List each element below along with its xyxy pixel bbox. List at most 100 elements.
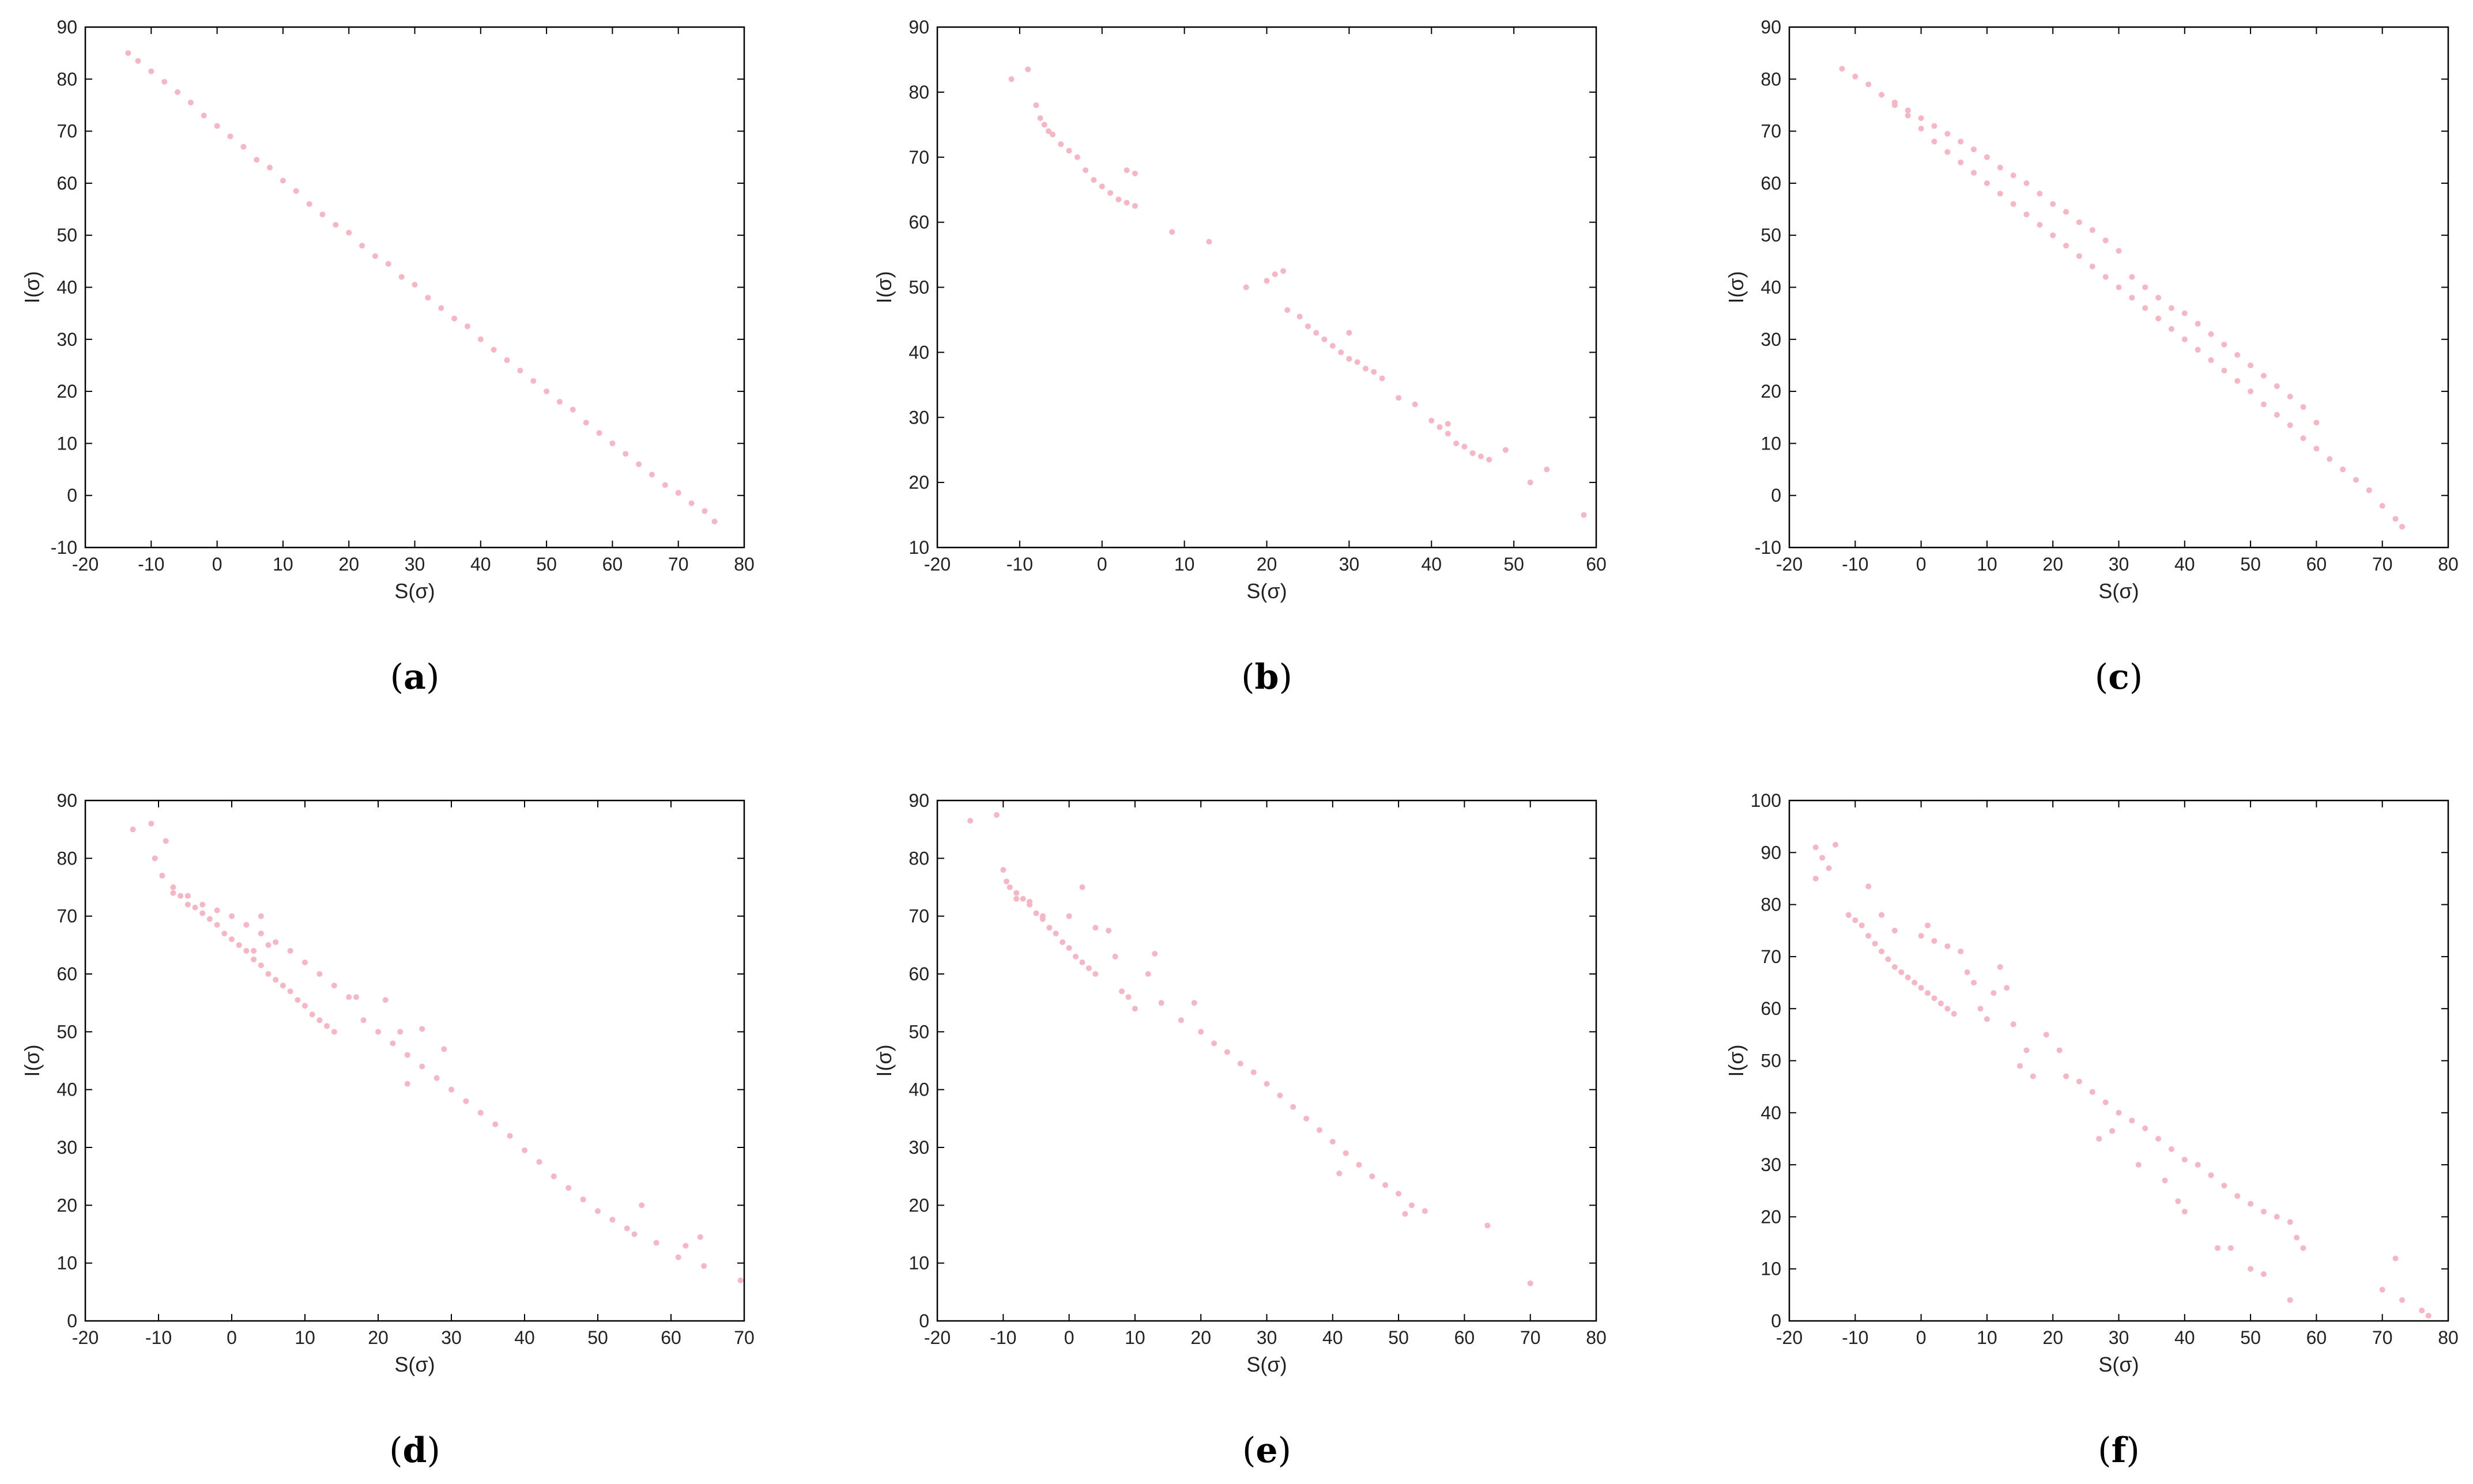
y-tick-label: 80 [908,848,929,869]
x-tick-label: 60 [602,554,623,575]
scatter-point [280,178,286,184]
x-tick-label: 10 [1125,1327,1145,1348]
scatter-point [265,942,272,948]
scatter-point [1329,343,1336,349]
scatter-point [1027,898,1033,905]
scatter-point [2116,284,2122,290]
scatter-point [570,406,576,413]
scatter-point [251,947,257,954]
scatter-point [2102,1099,2109,1105]
scatter-point [2162,1177,2168,1184]
panel-b: -20 -10 0 10 20 30 40 50 60 10 20 30 40 50 60 70 80 90 S(σ… [872,17,1607,697]
x-tick-label: 40 [1322,1327,1343,1348]
scatter-point [2155,1135,2162,1142]
scatter-point [1053,930,1059,937]
scatter-point [1145,971,1151,977]
scatter-point [1527,1280,1533,1286]
scatter-point [1112,953,1118,960]
scatter-point [1879,948,1885,954]
x-tick-label: -10 [138,554,164,575]
scatter-point [258,962,264,968]
scatter-point [1158,1000,1164,1006]
scatter-point [596,430,602,436]
scatter-point [192,904,198,911]
scatter-point [1865,81,1872,88]
scatter-point [1964,969,1970,975]
scatter-point [382,997,389,1003]
scatter-point [2221,367,2227,373]
scatter-point [254,157,260,163]
x-tick-label: 0 [1916,554,1927,575]
y-tick-label: 10 [1760,433,1781,454]
scatter-point [1025,66,1031,73]
x-tick-label: 60 [2306,554,2327,575]
scatter-point [2135,1162,2142,1168]
x-tick-label: 0 [212,554,223,575]
scatter-point [1453,440,1460,447]
x-tick-label: -20 [1776,1327,1803,1348]
scatter-point [2379,503,2385,509]
scatter-point [2353,477,2359,483]
scatter-point [316,1017,323,1024]
scatter-point [359,243,365,249]
scatter-point [2248,388,2254,395]
scatter-point [287,947,293,954]
y-tick-label: 80 [56,848,77,869]
scatter-point [419,1026,425,1032]
y-axis-label: I(σ) [20,1044,44,1077]
scatter-point [1925,990,1931,996]
scatter-point [2017,1063,2023,1069]
scatter-point [2076,253,2082,259]
scatter-point [1008,76,1015,82]
y-tick-label: 10 [56,1253,77,1274]
scatter-point [1905,107,1911,114]
scatter-point [1354,359,1360,365]
scatter-point [1858,922,1865,928]
scatter-point [2142,284,2148,290]
x-tick-label: -20 [924,554,951,575]
scatter-point [1316,1127,1322,1133]
y-tick-label: 50 [56,225,77,246]
y-axis-label: I(σ) [1724,271,1748,303]
plot-frame [936,799,1597,1322]
x-tick-label: 50 [2240,1327,2261,1348]
scatter-point [1997,190,2003,197]
scatter-point [1313,330,1320,336]
scatter-point [2181,310,2188,316]
y-tick-label: 90 [1760,17,1781,37]
scatter-point [2037,222,2043,228]
scatter-point [2313,445,2320,452]
scatter-point [1984,1016,1990,1022]
y-tick-label: 70 [56,906,77,927]
scatter-point [491,346,497,353]
scatter-point [2248,362,2254,368]
scatter-point [1461,444,1468,450]
panel-f: -20 -10 0 10 20 30 40 50 60 70 80 0 10 20 30 40 50 60 70 80… [1724,790,2459,1471]
scatter-point [2379,1286,2385,1293]
x-tick-label: 60 [1454,1327,1475,1348]
scatter-point [243,922,250,928]
scatter-point [1132,203,1138,209]
scatter-point [609,440,616,447]
scatter-point [2195,1162,2201,1168]
scatter-point [419,1063,425,1070]
scatter-point [2419,1307,2425,1313]
scatter-point [2037,190,2043,197]
scatter-point [1045,128,1051,134]
x-tick-label: 40 [2174,554,2195,575]
scatter-point [2168,1146,2174,1153]
scatter-point [2089,1089,2095,1095]
y-tick-label: 50 [56,1021,77,1042]
scatter-point [135,58,141,64]
scatter-point [2109,1128,2116,1134]
scatter-point [1484,1222,1491,1229]
scatter-point [2195,346,2201,353]
scatter-point [1422,1208,1428,1214]
scatter-point [1243,284,1249,290]
scatter-point [2221,341,2227,348]
scatter-point [1264,1081,1270,1087]
x-tick-label: 20 [2042,554,2063,575]
scatter-point [267,164,273,171]
panel-label: (e) [1242,1430,1291,1471]
scatter-point [2208,331,2214,337]
